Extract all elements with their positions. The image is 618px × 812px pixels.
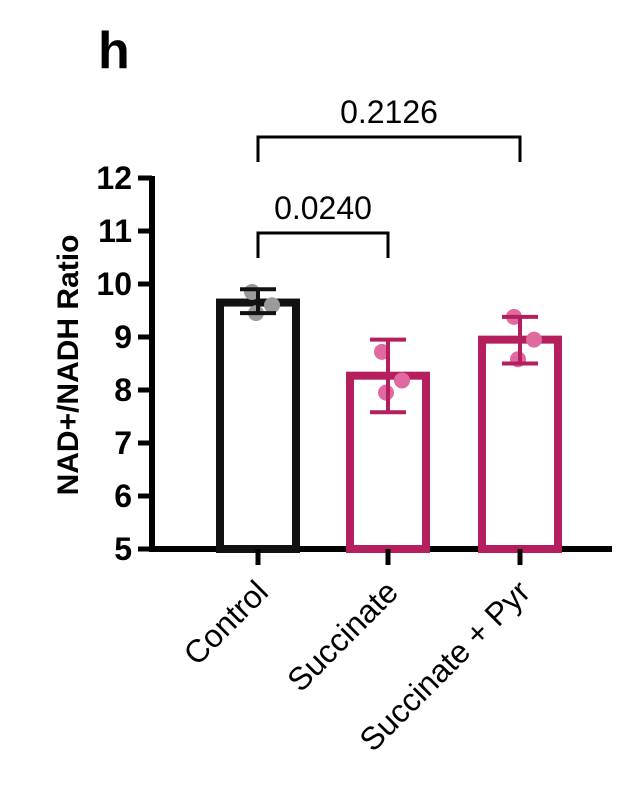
data-point [264,297,280,314]
panel-label: h [98,22,130,80]
p-value-label: 0.2126 [340,94,438,130]
p-value-label: 0.0240 [274,190,372,226]
data-point [526,331,542,348]
x-tick-label: Control [177,573,275,671]
significance-bracket [256,231,390,258]
y-tick-label: 5 [114,531,132,567]
y-tick-label: 6 [114,478,132,514]
bar-0 [216,298,300,553]
data-point [394,372,410,389]
y-tick-label: 12 [96,160,132,196]
y-tick-label: 10 [96,266,132,302]
y-axis-label: NAD+/NADH Ratio [52,235,85,496]
bar-2 [478,335,562,553]
y-tick-label: 7 [114,425,132,461]
significance-bracket [256,135,522,162]
y-tick-label: 11 [98,213,132,249]
y-tick-label: 9 [114,319,132,355]
y-tick-label: 8 [114,372,132,408]
x-tick-label: Succinate [280,573,405,698]
